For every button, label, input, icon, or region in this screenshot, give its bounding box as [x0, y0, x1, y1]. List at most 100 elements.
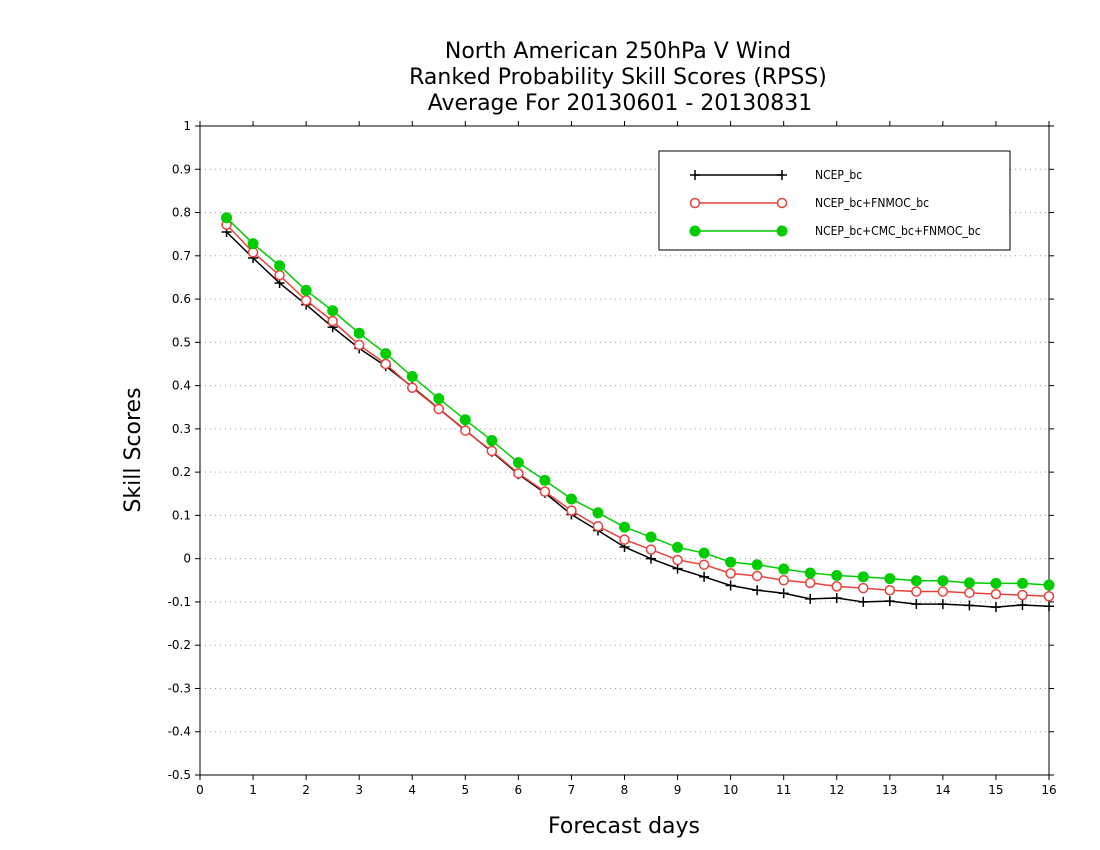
series-layer — [221, 212, 1055, 613]
legend: NCEP_bc NCEP_bc+FNMOC_bc NCEP_bc+CMC_bc+FN… — [658, 150, 1011, 251]
data-point — [1017, 589, 1028, 601]
data-point — [804, 577, 816, 589]
series-ncep-bc-cmc-bc-fnmoc-bc — [221, 212, 1055, 591]
data-point — [725, 568, 736, 579]
data-point — [778, 575, 789, 586]
data-point — [964, 600, 975, 611]
data-point — [539, 474, 551, 486]
data-point — [247, 247, 259, 258]
data-point — [592, 507, 604, 519]
data-point — [805, 593, 816, 604]
legend-label: NCEP_bc+FNMOC_bc — [815, 196, 929, 210]
data-point — [990, 588, 1002, 600]
legend-marker — [776, 225, 788, 237]
data-point — [778, 588, 789, 599]
x-tick-label: 9 — [674, 783, 682, 797]
x-tick-label: 1 — [249, 783, 257, 797]
data-point — [486, 445, 498, 457]
data-point — [646, 553, 657, 564]
data-point — [698, 547, 710, 559]
data-point — [937, 575, 949, 587]
y-tick-label: 0.6 — [172, 292, 191, 306]
legend-box — [658, 150, 1011, 251]
data-point — [990, 577, 1002, 589]
data-point — [751, 570, 763, 582]
legend-marker — [777, 170, 787, 180]
y-axis-label: Skill Scores — [121, 387, 146, 512]
data-point — [857, 571, 869, 583]
data-point — [963, 577, 975, 589]
y-tick-label: 1 — [183, 119, 191, 133]
legend-entry: NCEP_bc+FNMOC_bc — [689, 196, 929, 210]
series-ncep-bc — [221, 227, 1054, 613]
data-point — [751, 559, 763, 571]
y-tick-label: 0.2 — [172, 465, 191, 479]
x-tick-label: 4 — [408, 783, 416, 797]
data-point — [1017, 599, 1028, 610]
data-point — [990, 602, 1001, 613]
data-point — [380, 348, 392, 360]
data-point — [1044, 601, 1054, 612]
legend-entry: NCEP_bc+CMC_bc+FNMOC_bc — [689, 224, 981, 238]
data-point — [752, 585, 763, 596]
y-tick-label: 0.8 — [172, 206, 191, 220]
data-point — [858, 582, 869, 594]
data-point — [1043, 579, 1055, 591]
data-point — [911, 599, 922, 610]
data-point — [353, 327, 365, 339]
data-point — [539, 486, 551, 497]
y-tick-label: 0.4 — [172, 379, 191, 393]
data-point — [645, 544, 657, 555]
data-point — [672, 554, 683, 566]
x-tick-label: 10 — [723, 783, 738, 797]
data-point — [619, 521, 630, 533]
data-point — [725, 556, 737, 568]
data-point — [407, 382, 418, 394]
chart-title-line-2: Ranked Probability Skill Scores (RPSS) — [409, 65, 827, 90]
x-tick-label: 7 — [568, 783, 576, 797]
data-point — [221, 212, 233, 224]
data-point — [327, 305, 339, 317]
data-point — [460, 425, 471, 436]
data-point — [804, 567, 816, 579]
data-point — [247, 238, 259, 250]
x-tick-label: 11 — [776, 783, 791, 797]
x-tick-label: 12 — [829, 783, 844, 797]
legend-entry: NCEP_bc — [690, 168, 862, 182]
data-point — [699, 571, 710, 582]
axis-ticks: -0.5 -0.4 -0.3 -0.2 -0.1 0 0.1 0.2 0.3 0.4 0.5 0.6 0… — [168, 119, 1057, 797]
data-point — [672, 541, 684, 553]
data-point — [858, 596, 869, 607]
chart-title: North American 250hPa V Wind Ranked Prob… — [409, 39, 827, 116]
data-point — [778, 563, 790, 575]
y-tick-label: 0.5 — [172, 335, 191, 349]
x-tick-label: 8 — [621, 783, 629, 797]
x-tick-label: 15 — [988, 783, 1003, 797]
y-tick-label: 0 — [183, 552, 191, 566]
data-point — [592, 520, 604, 532]
y-tick-label: 0.9 — [172, 162, 191, 176]
x-tick-label: 5 — [461, 783, 469, 797]
data-point — [565, 493, 577, 505]
grid — [200, 168, 1049, 733]
data-point — [433, 403, 445, 415]
series-line-ncep-bc-fnmoc-bc — [225, 224, 1050, 598]
data-point — [831, 570, 843, 582]
data-point — [884, 596, 895, 607]
data-point — [459, 414, 471, 426]
data-point — [964, 587, 975, 599]
data-point — [1043, 591, 1055, 602]
legend-marker — [689, 225, 701, 237]
x-tick-label: 2 — [302, 783, 310, 797]
legend-label: NCEP_bc — [815, 168, 862, 182]
data-point — [512, 457, 524, 469]
data-point — [300, 284, 312, 296]
data-point — [406, 371, 418, 383]
data-point — [274, 270, 285, 281]
data-point — [831, 581, 842, 592]
data-point — [513, 468, 524, 479]
series-ncep-bc-fnmoc-bc — [221, 219, 1055, 602]
y-tick-label: -0.3 — [168, 681, 191, 695]
data-point — [645, 531, 657, 543]
